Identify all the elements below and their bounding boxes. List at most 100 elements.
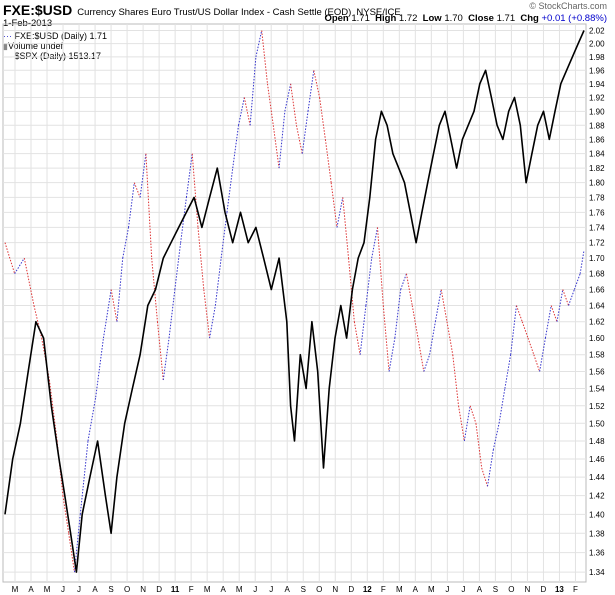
close-value: 1.71	[496, 13, 516, 24]
y-tick-label: 1.68	[589, 270, 605, 279]
solid-line-icon: —	[3, 51, 12, 61]
ratio-series-segment	[162, 338, 170, 381]
series-layer	[4, 30, 585, 573]
ratio-series-segment	[342, 197, 350, 259]
y-tick-label: 1.52	[589, 402, 605, 411]
ratio-series-segment	[539, 338, 546, 372]
ratio-series-segment	[156, 321, 164, 381]
ratio-series-segment	[562, 289, 570, 306]
ratio-series-segment	[475, 423, 483, 469]
ratio-series-segment	[180, 197, 187, 243]
ratio-series-segment	[197, 227, 205, 290]
x-tick-label: N	[140, 585, 146, 594]
ratio-series-segment	[209, 305, 216, 339]
y-tick-label: 1.72	[589, 239, 605, 248]
ratio-series-segment	[527, 337, 535, 355]
x-tick-label: N	[525, 585, 531, 594]
x-axis: M A M J J A S O N D 11 F M A M J J A S O N D 12 F M A M J J A S O N D 13 F	[12, 585, 578, 594]
ratio-series-segment	[394, 289, 402, 339]
y-tick-label: 1.42	[589, 492, 605, 501]
y-tick-label: 1.54	[589, 385, 605, 394]
legend-spx-label: $SPX (Daily) 1513.17	[14, 51, 102, 61]
x-tick-label: M	[428, 585, 435, 594]
ratio-series-segment	[371, 227, 378, 259]
x-tick-label: M	[204, 585, 211, 594]
ratio-series-segment	[290, 83, 297, 126]
x-tick-label: M	[236, 585, 243, 594]
chart-symbol: FXE:$USD	[3, 2, 73, 18]
y-tick-label: 1.56	[589, 368, 605, 377]
ratio-series-segment	[48, 379, 58, 442]
x-tick-label: A	[221, 585, 227, 594]
ratio-series-segment	[62, 495, 70, 534]
ratio-series-segment	[102, 289, 112, 339]
dotted-line-icon: ···	[3, 31, 12, 41]
x-tick-label: J	[445, 585, 449, 594]
ratio-series-segment	[122, 227, 130, 259]
ratio-series-segment	[376, 227, 384, 306]
ratio-series-segment	[214, 258, 222, 306]
ratio-series-segment	[452, 354, 460, 406]
y-tick-label: 1.48	[589, 437, 605, 446]
chg-value: +0.01 (+0.88%)	[541, 13, 608, 24]
ratio-series-segment	[295, 125, 303, 154]
y-tick-label: 1.82	[589, 164, 605, 173]
ratio-series-segment	[128, 182, 135, 228]
ratio-series-segment	[95, 338, 104, 398]
ratio-series-segment	[382, 305, 390, 372]
x-tick-label: A	[28, 585, 34, 594]
x-tick-label: F	[189, 585, 194, 594]
low-label: Low	[422, 13, 442, 24]
ratio-series-segment	[579, 250, 585, 274]
x-tick-label: D	[348, 585, 354, 594]
ratio-series-segment	[168, 289, 176, 339]
legend-ratio: ··· FXE:$USD (Daily) 1.71	[3, 31, 107, 41]
x-tick-label: A	[477, 585, 483, 594]
ratio-series-segment	[278, 111, 286, 169]
x-tick-label: N	[332, 585, 338, 594]
ratio-series-segment	[510, 305, 517, 355]
y-tick-label: 1.74	[589, 223, 605, 232]
ratio-series-segment	[336, 197, 344, 228]
legend-ratio-label: FXE:$USD (Daily) 1.71	[14, 31, 108, 41]
x-tick-label: 11	[171, 585, 180, 594]
ratio-series-segment	[330, 182, 338, 228]
ratio-series-segment	[249, 56, 257, 126]
x-tick-label: J	[77, 585, 81, 594]
x-tick-label: A	[92, 585, 98, 594]
ratio-series-segment	[226, 168, 234, 213]
ratio-series-segment	[4, 242, 16, 274]
ratio-series-segment	[359, 305, 367, 355]
y-tick-label: 1.98	[589, 53, 605, 62]
quote-summary: Open 1.71 High 1.72 Low 1.70 Close 1.71 …	[324, 13, 607, 24]
y-tick-label: 1.64	[589, 302, 605, 311]
legend-volume: ▮Volume undef	[3, 41, 107, 51]
ratio-series-segment	[434, 289, 442, 322]
ratio-series-segment	[400, 273, 407, 290]
high-value: 1.72	[398, 13, 418, 24]
ratio-series-segment	[544, 305, 552, 339]
x-tick-label: S	[108, 585, 113, 594]
x-tick-label: D	[541, 585, 547, 594]
x-tick-label: S	[493, 585, 498, 594]
ratio-series-segment	[319, 97, 326, 140]
y-tick-label: 1.36	[589, 549, 605, 558]
chart-header: FXE:$USD Currency Shares Euro Trust/US D…	[3, 2, 401, 18]
ratio-series-segment	[139, 153, 147, 198]
y-tick-label: 2.00	[589, 40, 605, 49]
ratio-series-segment	[191, 153, 199, 228]
ratio-series-segment	[23, 258, 35, 306]
ratio-series-segment	[405, 273, 413, 306]
y-tick-label: 1.38	[589, 529, 605, 538]
y-tick-label: 1.96	[589, 66, 605, 75]
legend: ··· FXE:$USD (Daily) 1.71 ▮Volume undef …	[3, 31, 107, 61]
ratio-series-segment	[87, 397, 97, 442]
ratio-series-segment	[492, 423, 500, 451]
ratio-series-segment	[232, 125, 240, 169]
ratio-series-segment	[440, 289, 448, 322]
ratio-series-segment	[481, 467, 488, 487]
legend-volume-label: Volume undef	[7, 41, 63, 51]
x-tick-label: M	[44, 585, 51, 594]
high-label: High	[375, 13, 397, 24]
ratio-series-segment	[556, 289, 564, 322]
